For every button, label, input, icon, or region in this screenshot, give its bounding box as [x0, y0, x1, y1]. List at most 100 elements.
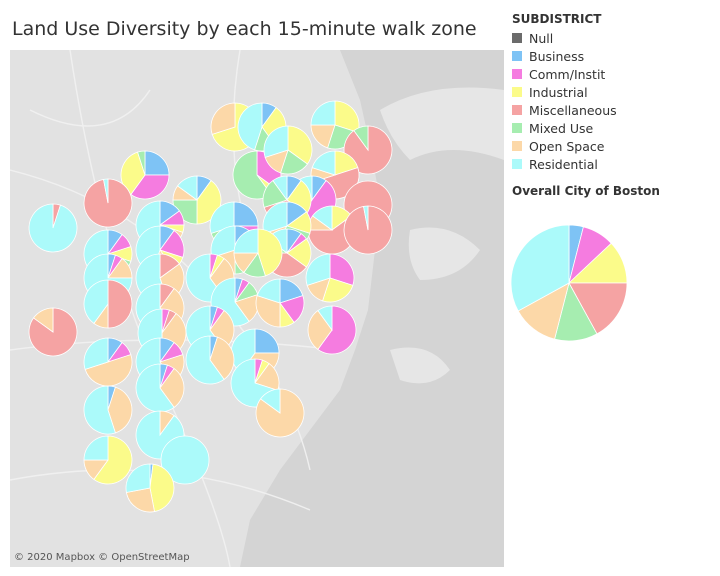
- map-attribution[interactable]: © 2020 Mapbox © OpenStreetMap: [14, 552, 190, 563]
- slice-residential: [263, 125, 289, 158]
- slice-comm-instit: [130, 174, 170, 200]
- legend-item-null[interactable]: Null: [512, 29, 712, 47]
- slice-residential: [185, 335, 225, 385]
- slice-mixed-use: [232, 150, 272, 200]
- slice-residential: [103, 178, 109, 204]
- slice-business: [233, 201, 259, 227]
- legend-swatch: [512, 105, 522, 115]
- legend-label: Industrial: [529, 84, 588, 100]
- legend-item-industrial[interactable]: Industrial: [512, 83, 712, 101]
- legend-label: Mixed Use: [529, 120, 594, 136]
- legend-title: SUBDISTRICT: [512, 12, 602, 26]
- legend-swatch: [512, 33, 522, 43]
- slice-residential: [510, 224, 570, 312]
- slice-residential: [256, 278, 281, 304]
- slice-residential: [363, 205, 369, 231]
- legend-item-miscellaneous[interactable]: Miscellaneous: [512, 101, 712, 119]
- slice-comm-instit: [329, 253, 355, 286]
- legend-item-comm-instit[interactable]: Comm/Instit: [512, 65, 712, 83]
- slice-industrial: [93, 435, 133, 485]
- legend-item-business[interactable]: Business: [512, 47, 712, 65]
- slice-residential: [177, 175, 198, 201]
- slice-residential: [305, 253, 331, 286]
- slice-residential: [209, 201, 235, 234]
- zone-pie[interactable]: [83, 385, 133, 435]
- legend-swatch: [512, 141, 522, 151]
- map-area[interactable]: © 2020 Mapbox © OpenStreetMap: [10, 50, 504, 567]
- zone-pie[interactable]: [307, 305, 357, 355]
- slice-open-space: [33, 307, 54, 333]
- water-harbor: [240, 50, 504, 567]
- zone-pie[interactable]: [255, 388, 305, 438]
- slice-residential: [312, 205, 333, 231]
- slice-open-space: [125, 487, 155, 513]
- slice-miscellaneous: [107, 279, 133, 329]
- zone-pie[interactable]: [83, 178, 133, 228]
- slice-residential: [310, 100, 336, 126]
- zone-pie[interactable]: [263, 125, 313, 175]
- slice-business: [144, 150, 170, 176]
- zone-pie[interactable]: [343, 125, 393, 175]
- legend-item-open-space[interactable]: Open Space: [512, 137, 712, 155]
- slice-industrial: [287, 125, 313, 165]
- chart-title: Land Use Diversity by each 15-minute wal…: [12, 18, 477, 40]
- legend-swatch: [512, 51, 522, 61]
- slice-residential: [28, 203, 78, 253]
- legend-item-residential[interactable]: Residential: [512, 155, 712, 173]
- slice-residential: [311, 150, 336, 176]
- slice-residential: [233, 228, 259, 254]
- zone-pies: [28, 100, 393, 513]
- slice-residential: [83, 435, 109, 461]
- overall-pie[interactable]: [508, 222, 630, 344]
- map-canvas[interactable]: [10, 50, 504, 567]
- slice-open-space: [209, 336, 235, 380]
- slice-open-space: [307, 310, 333, 350]
- slice-residential: [160, 435, 210, 485]
- slice-open-space: [159, 368, 185, 408]
- legend-label: Comm/Instit: [529, 66, 606, 82]
- legend-swatch: [512, 123, 522, 133]
- slice-open-space: [107, 386, 133, 434]
- overall-pie-slices[interactable]: [510, 224, 628, 342]
- slice-industrial: [322, 277, 354, 303]
- zone-pie[interactable]: [28, 203, 78, 253]
- slice-industrial: [257, 228, 283, 277]
- slice-industrial: [149, 463, 175, 513]
- zone-pie[interactable]: [233, 228, 283, 278]
- slice-open-space: [255, 295, 281, 328]
- zone-pie[interactable]: [28, 307, 78, 357]
- legend-label: Open Space: [529, 138, 605, 154]
- slice-open-space: [84, 354, 133, 387]
- slice-residential: [260, 388, 281, 414]
- slice-mixed-use: [137, 150, 146, 176]
- slice-residential: [83, 385, 116, 435]
- legend-swatch: [512, 69, 522, 79]
- legend-swatch: [512, 159, 522, 169]
- slice-business: [254, 328, 280, 354]
- legend-swatch: [512, 87, 522, 97]
- zone-pie[interactable]: [160, 435, 210, 485]
- legend-item-mixed-use[interactable]: Mixed Use: [512, 119, 712, 137]
- zone-pie[interactable]: [83, 279, 133, 329]
- slice-miscellaneous: [568, 282, 628, 335]
- zone-pie[interactable]: [83, 337, 133, 387]
- slice-residential: [237, 102, 263, 151]
- slice-open-space: [210, 102, 236, 135]
- zone-pie[interactable]: [135, 363, 185, 413]
- slice-mixed-use: [353, 125, 369, 152]
- zone-pie[interactable]: [125, 463, 175, 513]
- slice-residential: [317, 305, 333, 332]
- legend: SUBDISTRICT Null Business Comm/Instit In…: [512, 12, 712, 173]
- slice-residential: [272, 175, 288, 202]
- slice-comm-instit: [317, 305, 357, 355]
- legend-label: Business: [529, 48, 585, 64]
- slice-residential: [83, 337, 109, 370]
- zone-pie[interactable]: [185, 335, 235, 385]
- zone-pie[interactable]: [305, 253, 355, 303]
- zone-pie[interactable]: [343, 205, 393, 255]
- zone-pie[interactable]: [255, 278, 305, 328]
- zone-pie[interactable]: [310, 100, 360, 150]
- legend-label: Miscellaneous: [529, 102, 617, 118]
- slice-residential: [83, 279, 109, 324]
- zone-pie[interactable]: [83, 435, 133, 485]
